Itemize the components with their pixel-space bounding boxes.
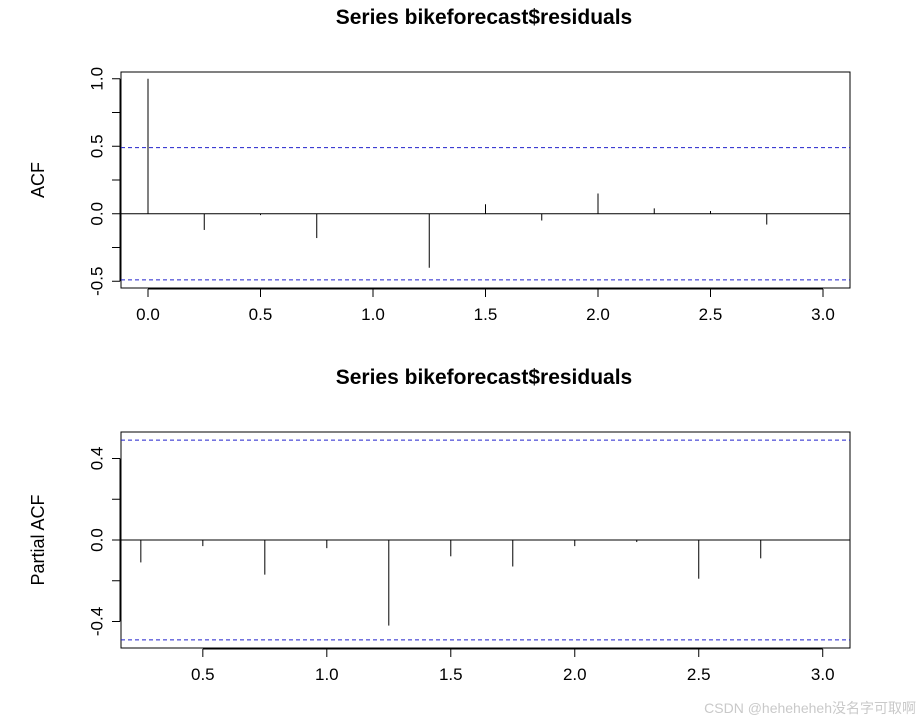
acf-x-tick-label: 1.0 (361, 305, 385, 324)
acf-x-tick-label: 0.0 (136, 305, 160, 324)
acf-x-tick-label: 1.5 (474, 305, 498, 324)
acf-panel: Series bikeforecast$residuals ACF 0.0 0.5… (28, 6, 851, 324)
pacf-x-tick-label: 1.0 (315, 665, 339, 684)
acf-title: Series bikeforecast$residuals (336, 6, 633, 29)
acf-x-tick-label: 2.5 (699, 305, 723, 324)
acf-y-tick-label: -0.5 (87, 267, 106, 296)
pacf-x-tick-label: 0.5 (191, 665, 215, 684)
pacf-y-tick-label: -0.4 (87, 607, 106, 636)
acf-x-tick-label: 0.5 (249, 305, 273, 324)
pacf-y-tick-label: 0.0 (87, 528, 106, 552)
acf-x-tick-label: 3.0 (811, 305, 835, 324)
acf-y-tick-label: 0.0 (87, 202, 106, 226)
watermark: CSDN @heheheheh没名字可取啊 (704, 700, 916, 716)
pacf-y-tick-label: 0.4 (87, 447, 106, 471)
pacf-x-tick-label: 2.0 (563, 665, 587, 684)
acf-y-tick-label: 1.0 (87, 67, 106, 91)
pacf-panel: Series bikeforecast$residuals Partial AC… (28, 366, 851, 684)
acf-plot-frame (120, 71, 851, 289)
pacf-title: Series bikeforecast$residuals (336, 366, 633, 389)
pacf-x-tick-label: 2.5 (687, 665, 711, 684)
acf-y-axis-label: ACF (28, 162, 48, 198)
acf-y-tick-label: 0.5 (87, 134, 106, 158)
pacf-y-axis-label: Partial ACF (28, 494, 48, 585)
pacf-x-tick-label: 1.5 (439, 665, 463, 684)
pacf-x-tick-label: 3.0 (811, 665, 835, 684)
acf-x-tick-label: 2.0 (586, 305, 610, 324)
